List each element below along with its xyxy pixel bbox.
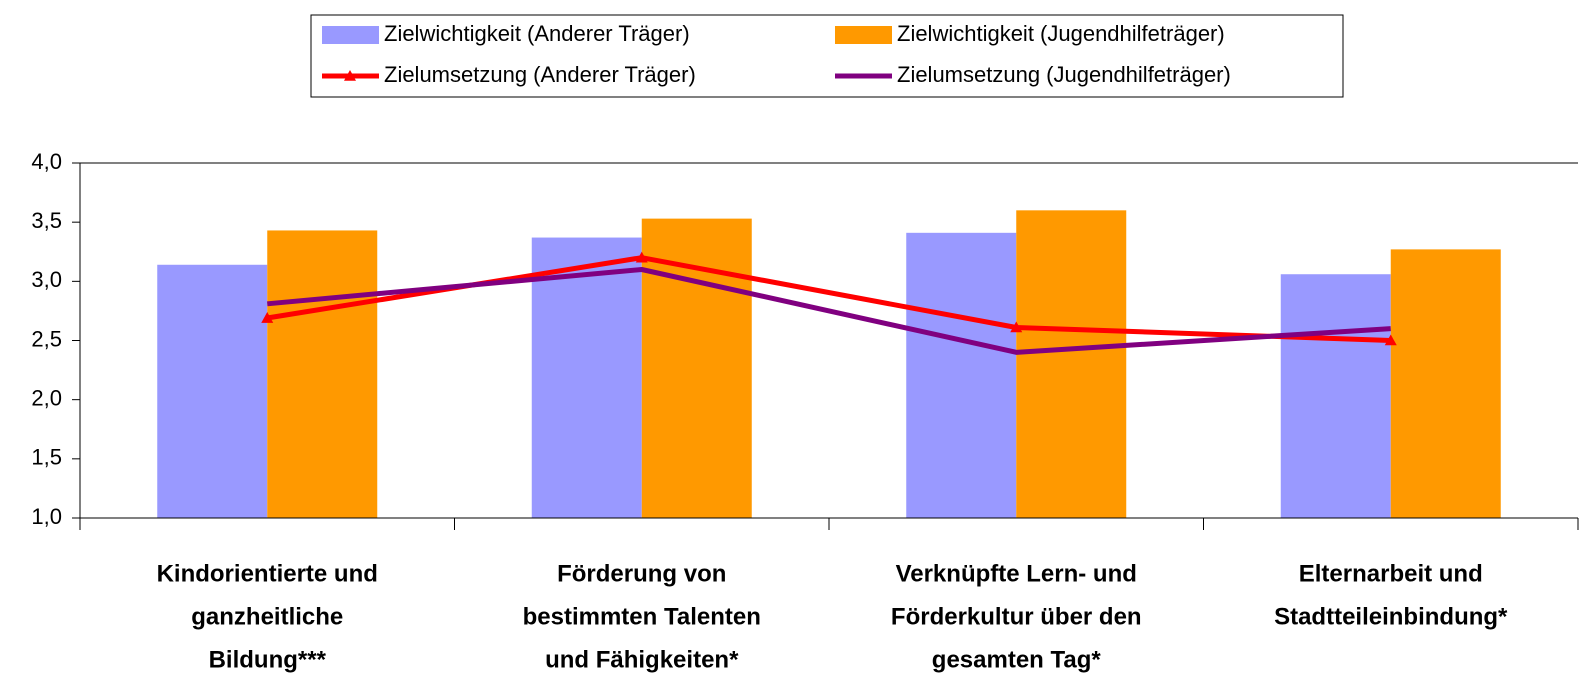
bar [531, 237, 642, 519]
bar [1280, 274, 1391, 518]
bar [157, 264, 268, 518]
bar [1390, 249, 1501, 518]
x-tick-label: und Fähigkeiten* [545, 646, 739, 673]
legend-label: Zielwichtigkeit (Jugendhilfeträger) [897, 21, 1225, 46]
bar [1016, 210, 1127, 519]
x-tick-label: Kindorientierte und [157, 560, 378, 587]
y-tick-label: 1,0 [31, 504, 62, 529]
x-tick-label: Stadtteileinbindung* [1274, 603, 1508, 630]
x-tick-label: ganzheitliche [191, 603, 343, 630]
line-series [266, 255, 1391, 343]
y-tick-label: 3,5 [31, 208, 62, 233]
x-tick-label: Förderkultur über den [891, 603, 1142, 630]
line-marker [635, 251, 648, 263]
x-tick-label: Verknüpfte Lern- und [896, 560, 1137, 587]
y-tick-label: 3,0 [31, 267, 62, 292]
line-series [267, 267, 1391, 355]
x-tick-label: Elternarbeit und [1299, 560, 1483, 587]
x-tick-label: gesamten Tag* [932, 646, 1102, 673]
legend-label: Zielwichtigkeit (Anderer Träger) [384, 21, 690, 46]
legend-swatch [835, 26, 892, 44]
x-tick-label: Bildung*** [209, 646, 327, 673]
line-marker [1384, 334, 1397, 346]
bar [906, 232, 1017, 519]
y-tick-label: 1,5 [31, 445, 62, 470]
line-marker [1010, 321, 1023, 333]
bar [267, 230, 378, 518]
x-tick-label: bestimmten Talenten [523, 603, 761, 630]
y-tick-label: 2,5 [31, 326, 62, 351]
line-marker [261, 312, 274, 323]
legend-swatch [322, 26, 379, 44]
legend-label: Zielumsetzung (Jugendhilfeträger) [897, 62, 1231, 87]
y-tick-label: 4,0 [31, 149, 62, 174]
legend-marker [344, 70, 356, 81]
legend-box [310, 14, 1344, 98]
bar [641, 218, 752, 518]
y-tick-label: 2,0 [31, 385, 62, 410]
x-tick-label: Förderung von [557, 560, 726, 587]
legend-label: Zielumsetzung (Anderer Träger) [384, 62, 696, 87]
